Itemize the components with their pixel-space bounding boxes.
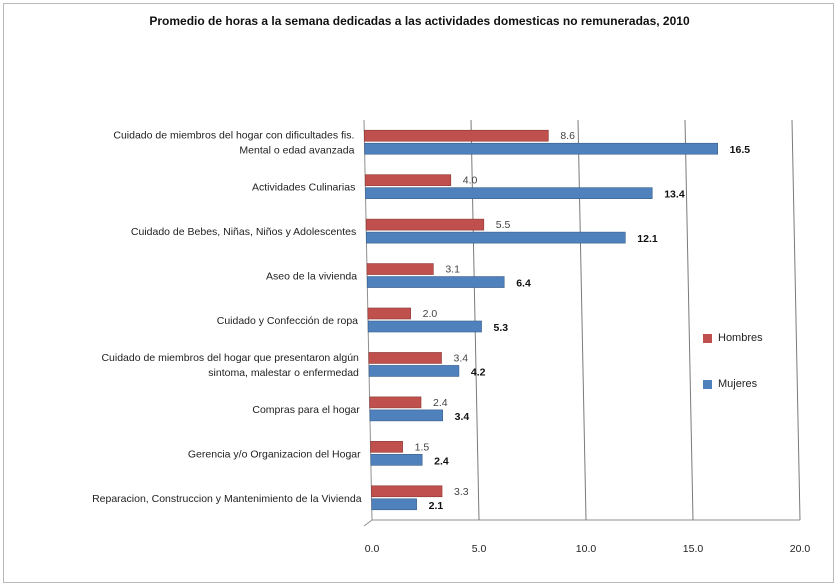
bar-mujeres: [364, 142, 718, 155]
x-tick-label: 10.0: [576, 543, 597, 555]
data-label-hombres: 3.1: [445, 264, 460, 276]
category-label: Reparacion, Construccion y Mantenimiento…: [92, 493, 362, 505]
bar-hombres: [367, 307, 411, 320]
data-label-hombres: 3.4: [454, 352, 469, 364]
bar-mujeres: [366, 231, 626, 244]
data-label-mujeres: 5.3: [494, 322, 509, 334]
data-label-hombres: 8.6: [560, 130, 575, 142]
bar-hombres: [366, 263, 434, 275]
bar-mujeres: [371, 498, 417, 511]
category-label: Cuidado de miembros del hogar con dificu…: [113, 130, 354, 142]
data-label-hombres: 2.4: [433, 397, 448, 409]
bar-mujeres: [370, 454, 423, 466]
legend-item-hombres: Hombres: [703, 328, 763, 348]
data-label-mujeres: 6.4: [516, 278, 531, 290]
data-label-mujeres: 3.4: [455, 411, 470, 423]
data-label-mujeres: 2.4: [434, 455, 449, 467]
data-label-mujeres: 4.2: [471, 366, 486, 378]
bar-mujeres: [366, 276, 505, 288]
x-tick-label: 5.0: [472, 543, 487, 555]
category-label: Mental o edad avanzada: [239, 145, 354, 157]
bar-hombres: [369, 396, 422, 409]
category-label: Compras para el hogar: [252, 404, 360, 416]
bar-hombres: [364, 129, 549, 142]
bar-hombres: [371, 485, 443, 498]
bar-mujeres: [365, 187, 653, 199]
data-label-mujeres: 2.1: [429, 500, 444, 512]
category-label: Cuidado de Bebes, Niñas, Niños y Adolesc…: [131, 226, 356, 238]
gridline: [577, 119, 587, 521]
y-axis-line: [363, 119, 373, 521]
bar-mujeres: [367, 320, 482, 333]
bar-hombres: [368, 352, 442, 364]
legend-item-mujeres: Mujeres: [703, 374, 763, 394]
axis-floor-edge: [363, 519, 373, 527]
category-label: Cuidado de miembros del hogar que presen…: [101, 352, 359, 364]
gridline: [470, 119, 480, 521]
data-label-mujeres: 13.4: [664, 189, 685, 201]
legend-swatch-mujeres: [703, 379, 712, 389]
gridline: [791, 119, 801, 521]
legend-label-hombres: Hombres: [718, 332, 763, 344]
data-label-hombres: 5.5: [496, 219, 511, 231]
bar-hombres: [365, 218, 485, 231]
chart-title: Promedio de horas a la semana dedicadas …: [149, 14, 690, 28]
category-label: Gerencia y/o Organizacion del Hogar: [188, 448, 361, 460]
bar-hombres: [364, 174, 452, 186]
x-tick-label: 20.0: [790, 543, 811, 555]
bar-mujeres: [368, 365, 460, 377]
data-label-hombres: 3.3: [454, 486, 469, 498]
legend: Hombres Mujeres: [703, 328, 763, 420]
data-label-mujeres: 12.1: [637, 233, 658, 245]
data-label-hombres: 1.5: [415, 441, 430, 453]
data-label-mujeres: 16.5: [730, 144, 751, 156]
data-label-hombres: 2.0: [423, 308, 438, 320]
bar-mujeres: [369, 409, 443, 422]
category-label: sintoma, malestar o enfermedad: [208, 367, 359, 379]
data-label-hombres: 4.0: [463, 175, 478, 187]
x-tick-label: 0.0: [365, 543, 380, 555]
category-label: Actividades Culinarias: [252, 182, 355, 194]
category-label: Aseo de la vivienda: [266, 271, 357, 283]
legend-label-mujeres: Mujeres: [718, 378, 758, 390]
x-tick-label: 15.0: [683, 543, 704, 555]
bar-hombres: [370, 441, 403, 453]
category-label: Cuidado y Confección de ropa: [217, 315, 358, 327]
gridline: [684, 119, 694, 521]
legend-swatch-hombres: [703, 333, 712, 343]
